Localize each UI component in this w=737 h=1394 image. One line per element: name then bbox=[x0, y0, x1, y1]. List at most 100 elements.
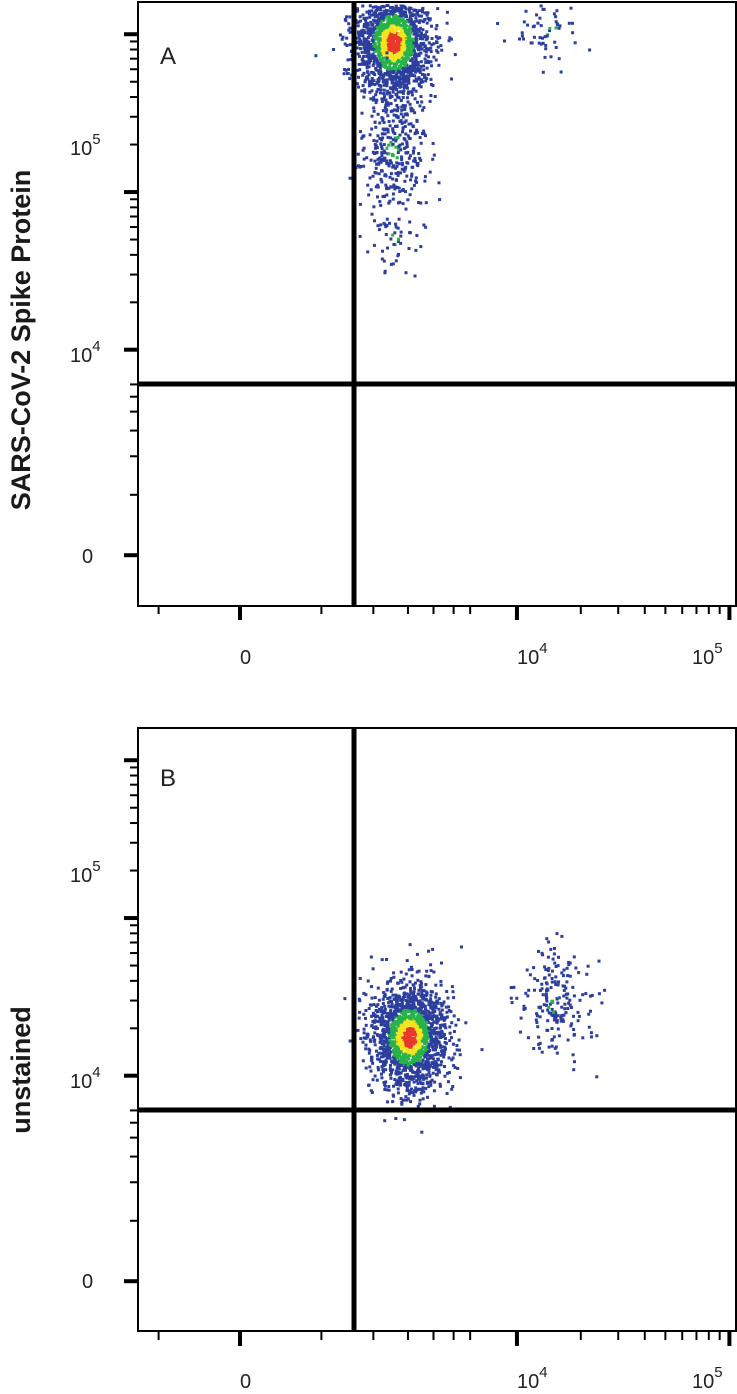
event-dot bbox=[413, 157, 417, 160]
event-dot bbox=[438, 1043, 442, 1047]
event-dot bbox=[388, 175, 392, 179]
event-dot bbox=[386, 101, 390, 105]
event-dot bbox=[415, 118, 419, 122]
event-dot bbox=[443, 1045, 447, 1049]
event-dot bbox=[391, 1013, 395, 1017]
event-dot bbox=[348, 1039, 352, 1043]
event-dot bbox=[404, 1034, 408, 1037]
event-dot bbox=[387, 1018, 391, 1022]
event-dot bbox=[397, 33, 401, 36]
event-dot bbox=[533, 977, 537, 981]
event-dot bbox=[401, 10, 405, 14]
event-dot bbox=[380, 257, 384, 261]
event-dot bbox=[395, 40, 399, 44]
event-dot bbox=[382, 1062, 385, 1066]
event-dot bbox=[419, 1062, 423, 1066]
event-dot bbox=[554, 983, 558, 986]
event-dot bbox=[405, 1009, 409, 1013]
event-dot bbox=[412, 983, 416, 987]
event-dot bbox=[437, 1007, 441, 1011]
event-dot bbox=[395, 115, 399, 119]
event-dot bbox=[568, 998, 572, 1002]
event-dot bbox=[432, 1032, 436, 1036]
event-dot bbox=[537, 949, 540, 953]
event-dot bbox=[426, 1062, 430, 1066]
event-dot bbox=[395, 104, 399, 107]
event-dot bbox=[430, 1023, 434, 1027]
event-dot bbox=[428, 1002, 432, 1006]
event-dot bbox=[386, 246, 389, 250]
event-dot bbox=[399, 230, 403, 234]
event-dot bbox=[361, 60, 365, 64]
event-dot bbox=[348, 176, 352, 180]
event-dot bbox=[556, 1001, 560, 1005]
event-dot bbox=[431, 1048, 435, 1052]
event-dot bbox=[379, 1046, 383, 1050]
event-dot bbox=[557, 1034, 561, 1038]
panel-a-axis-ticks bbox=[124, 32, 732, 620]
event-dot bbox=[392, 183, 396, 187]
event-dot bbox=[383, 1088, 387, 1091]
event-dot bbox=[375, 60, 379, 63]
event-dot bbox=[391, 55, 395, 59]
event-dot bbox=[404, 1081, 408, 1085]
event-dot bbox=[388, 6, 392, 9]
event-dot bbox=[429, 1000, 433, 1004]
event-dot bbox=[429, 1033, 433, 1037]
event-dot bbox=[550, 999, 554, 1003]
event-dot bbox=[413, 995, 417, 998]
event-dot bbox=[399, 1097, 403, 1101]
event-dot bbox=[416, 13, 420, 17]
event-dot bbox=[363, 61, 367, 65]
event-dot bbox=[423, 175, 427, 179]
event-dot bbox=[370, 996, 374, 1000]
event-dot bbox=[431, 1071, 435, 1075]
event-dot bbox=[377, 21, 380, 25]
event-dot bbox=[404, 1006, 408, 1010]
event-dot bbox=[394, 145, 398, 149]
event-dot bbox=[447, 1056, 451, 1060]
event-dot bbox=[412, 79, 416, 83]
event-dot bbox=[430, 1078, 434, 1082]
event-dot bbox=[428, 1011, 432, 1015]
event-dot bbox=[544, 968, 548, 971]
event-dot bbox=[434, 1048, 437, 1052]
event-dot bbox=[391, 1005, 395, 1009]
event-dot bbox=[374, 20, 378, 24]
event-dot bbox=[401, 188, 405, 191]
event-dot bbox=[345, 15, 348, 19]
event-dot bbox=[549, 986, 553, 989]
event-dot bbox=[418, 19, 422, 23]
event-dot bbox=[364, 1016, 367, 1020]
event-dot bbox=[546, 1008, 550, 1012]
event-dot bbox=[400, 1005, 404, 1009]
event-dot bbox=[408, 51, 412, 55]
event-dot bbox=[445, 10, 449, 14]
event-dot bbox=[381, 1035, 385, 1039]
event-dot bbox=[371, 967, 375, 971]
event-dot bbox=[372, 48, 376, 52]
event-dot bbox=[413, 1021, 417, 1025]
event-dot bbox=[544, 47, 548, 51]
event-dot bbox=[408, 154, 412, 158]
event-dot bbox=[416, 978, 420, 982]
event-dot bbox=[417, 1074, 421, 1078]
event-dot bbox=[434, 992, 438, 996]
event-dot bbox=[374, 166, 378, 170]
event-dot bbox=[402, 1118, 406, 1122]
event-dot bbox=[378, 156, 382, 160]
event-dot bbox=[532, 24, 536, 28]
event-dot bbox=[377, 172, 381, 176]
event-dot bbox=[403, 125, 407, 128]
event-dot bbox=[425, 1053, 429, 1057]
event-dot bbox=[421, 1097, 425, 1101]
event-dot bbox=[405, 992, 409, 996]
event-dot bbox=[427, 48, 431, 52]
event-dot bbox=[421, 997, 425, 1001]
event-dot bbox=[443, 1032, 446, 1036]
event-dot bbox=[385, 128, 389, 132]
event-dot bbox=[442, 1000, 446, 1004]
event-dot bbox=[382, 121, 386, 124]
event-dot bbox=[404, 1012, 408, 1016]
event-dot bbox=[436, 1063, 440, 1067]
